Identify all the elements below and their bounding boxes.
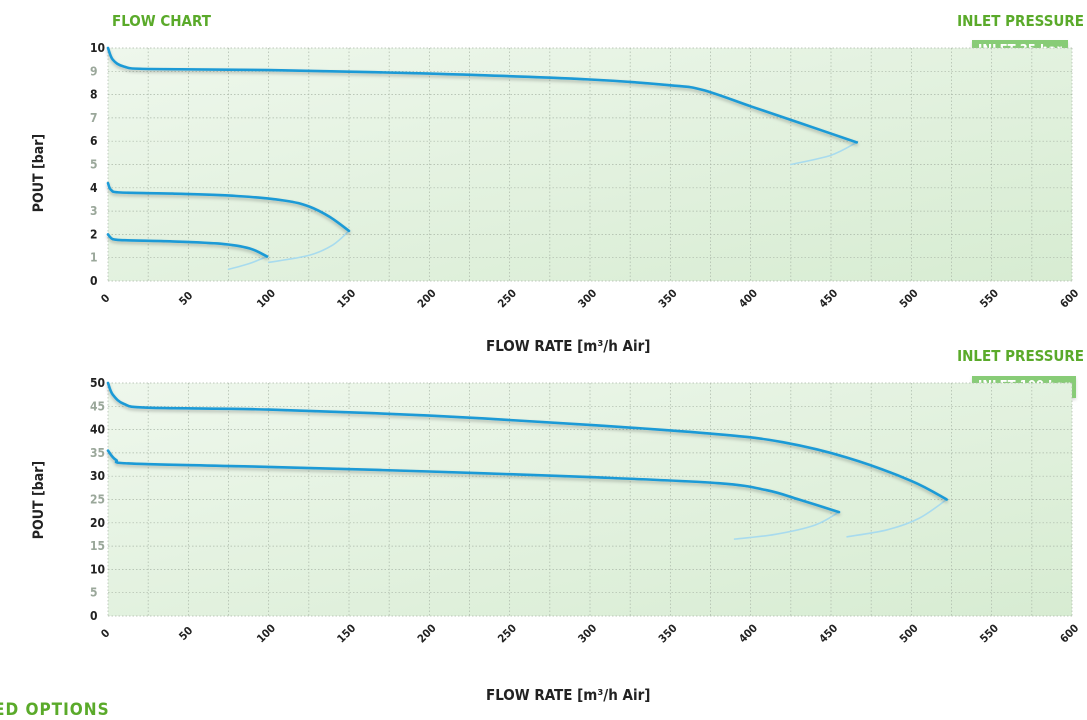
chart2-x-tick-label: 250 [495,622,519,646]
flow-chart-title: FLOW CHART [112,12,211,30]
chart1-series-3-tail [227,255,268,271]
chart1-x-tick-label: 600 [1058,287,1082,311]
chart2-y-tick-label: 30 [90,469,105,483]
chart1-x-tick-label: 350 [656,287,680,311]
chart1-y-axis-label: POUT [bar] [31,133,47,213]
chart2-x-tick-label: 450 [817,622,841,646]
chart2-x-tick-label: 150 [335,622,359,646]
chart1-x-tick-label: 250 [495,287,519,311]
chart1-x-tick-label: 150 [335,287,359,311]
chart2-y-tick-label: 10 [90,562,105,576]
chart2-y-tick-label: 5 [90,586,98,600]
chart1-series-1-line [106,46,858,144]
chart1-series-2-tail [267,230,350,264]
chart2-x-tick-label: 100 [254,622,278,646]
chart2-y-tick-label: 20 [90,516,105,530]
chart2-x-tick-label: 550 [977,622,1001,646]
chart1-y-tick-label: 1 [90,251,98,265]
chart1-x-tick-label: 500 [897,287,921,311]
chart1-y-tick-label: 6 [90,134,98,148]
chart2-x-tick-label: 200 [415,622,439,646]
chart1-x-axis-label: FLOW RATE [m³/h Air] [486,337,651,355]
chart2-y-axis-label: POUT [bar] [31,460,47,540]
chart1-x-tick-label: 300 [576,287,600,311]
chart1-y-tick-label: 8 [90,88,98,102]
chart2-y-tick-label: 0 [90,609,98,623]
chart2-y-tick-label: 15 [90,539,105,553]
chart2-x-axis-label: FLOW RATE [m³/h Air] [486,686,651,704]
chart2-y-tick-label: 45 [90,399,105,413]
chart2-series-1-line [106,381,948,501]
chart2-y-tick-label: 25 [90,493,105,507]
chart1-x-tick-label: 0 [98,291,112,305]
chart1-x-tick-label: 550 [977,287,1001,311]
chart2-x-tick-label: 350 [656,622,680,646]
chart2-y-tick-label: 40 [90,423,105,437]
chart2-x-tick-label: 600 [1058,622,1082,646]
chart2-x-tick-label: 500 [897,622,921,646]
footer-section-heading: ED OPTIONS [0,700,110,720]
chart1-x-tick-label: 450 [817,287,841,311]
chart2-x-tick-label: 50 [176,624,195,643]
chart1-x-tick-label: 50 [176,289,195,308]
chart2-x-tick-label: 400 [736,622,760,646]
chart1-y-tick-label: 2 [90,227,98,241]
chart1-y-tick-label: 5 [90,158,98,172]
chart2-y-tick-label: 35 [90,446,105,460]
chart1-y-tick-label: 7 [90,111,98,125]
chart2-x-tick-label: 0 [98,626,112,640]
chart1-x-tick-label: 400 [736,287,760,311]
chart1-y-tick-label: 10 [90,41,105,55]
chart1-series-1-tail [790,141,858,166]
chart2-legend-title: INLET PRESSURE [957,347,1084,365]
chart1-y-tick-label: 3 [90,204,98,218]
chart2-x-tick-label: 300 [576,622,600,646]
chart1-y-tick-label: 9 [90,64,98,78]
chart1-series-2-line [106,181,351,233]
chart2-series-1-tail [846,498,948,538]
chart2-y-tick-label: 50 [90,376,105,390]
chart1-series-3-line [106,233,269,258]
chart1-y-tick-label: 4 [90,181,98,195]
chart1-x-tick-label: 200 [415,287,439,311]
chart2-series-2-tail [733,511,840,540]
chart1-legend-title: INLET PRESSURE [957,12,1084,30]
chart1-y-tick-label: 0 [90,274,98,288]
chart1-x-tick-label: 100 [254,287,278,311]
chart2-series-2-line [106,449,841,514]
